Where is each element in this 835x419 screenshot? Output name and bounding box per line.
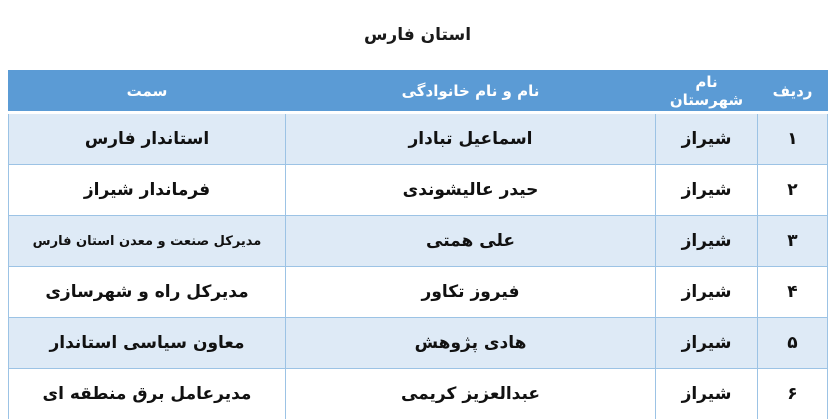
cell-position: مدیرعامل برق منطقه ای	[8, 368, 286, 419]
cell-county: شیراز	[655, 266, 758, 318]
cell-position: فرماندار شیراز	[8, 164, 286, 216]
table-row: ۴ شیراز فیروز تکاور مدیرکل راه و شهرسازی	[8, 266, 828, 318]
cell-full-name: فیروز تکاور	[285, 266, 656, 318]
cell-full-name: اسماعیل تبادار	[285, 112, 656, 165]
cell-full-name: عبدالعزیز کریمی	[285, 368, 656, 419]
cell-full-name: علی همتی	[285, 215, 656, 267]
cell-position: مدیرکل صنعت و معدن استان فارس	[8, 215, 286, 267]
cell-county: شیراز	[655, 164, 758, 216]
title-wrap: استان فارس	[0, 0, 835, 70]
cell-row-no: ۴	[757, 266, 828, 318]
cell-row-no: ۳	[757, 215, 828, 267]
cell-position: مدیرکل راه و شهرسازی	[8, 266, 286, 318]
cell-row-no: ۵	[757, 317, 828, 369]
cell-row-no: ۱	[757, 112, 828, 165]
header-position: سمت	[8, 70, 286, 114]
header-row-no: ردیف	[757, 70, 828, 114]
table-row: ۱ شیراز اسماعیل تبادار استاندار فارس	[8, 112, 828, 165]
cell-full-name: هادی پژوهش	[285, 317, 656, 369]
header-full-name: نام و نام خانوادگی	[285, 70, 656, 114]
header-county: نام شهرستان	[655, 70, 758, 114]
cell-county: شیراز	[655, 215, 758, 267]
cell-full-name: حیدر عالیشوندی	[285, 164, 656, 216]
table-row: ۲ شیراز حیدر عالیشوندی فرماندار شیراز	[8, 164, 828, 216]
table-row: ۵ شیراز هادی پژوهش معاون سیاسی استاندار	[8, 317, 828, 369]
cell-row-no: ۲	[757, 164, 828, 216]
table-row: ۶ شیراز عبدالعزیز کریمی مدیرعامل برق منط…	[8, 368, 828, 419]
cell-county: شیراز	[655, 317, 758, 369]
table-row: ۳ شیراز علی همتی مدیرکل صنعت و معدن استا…	[8, 215, 828, 267]
cell-row-no: ۶	[757, 368, 828, 419]
cell-county: شیراز	[655, 368, 758, 419]
page-title: استان فارس	[363, 25, 472, 45]
table-header-row: ردیف نام شهرستان نام و نام خانوادگی سمت	[8, 70, 828, 114]
cell-county: شیراز	[655, 112, 758, 165]
officials-table: ردیف نام شهرستان نام و نام خانوادگی سمت …	[8, 70, 828, 419]
cell-position: معاون سیاسی استاندار	[8, 317, 286, 369]
cell-position: استاندار فارس	[8, 112, 286, 165]
